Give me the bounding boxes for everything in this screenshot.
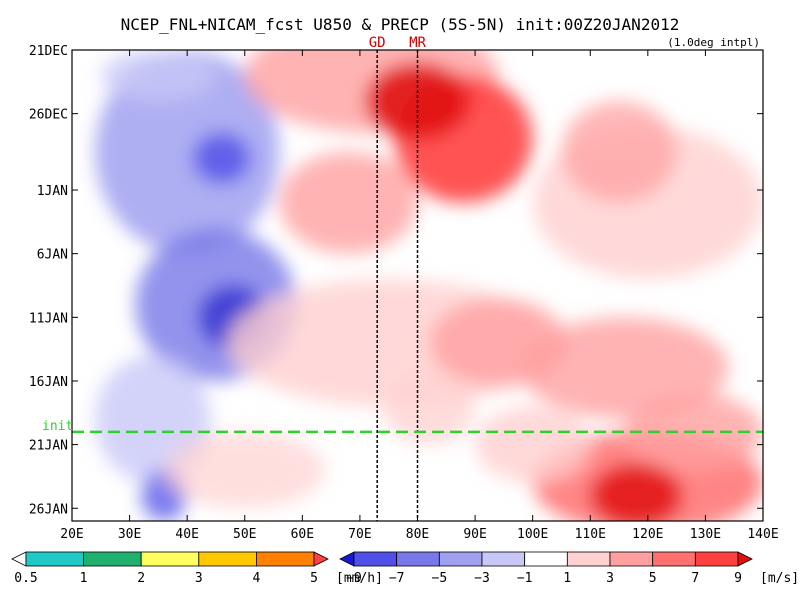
legend-arrow-right [313, 551, 329, 567]
overlays [72, 50, 763, 521]
legend-label: −1 [517, 571, 533, 586]
legend-label: 7 [691, 571, 699, 586]
legend-cell [438, 551, 483, 567]
legend-arrow-left [339, 551, 355, 567]
chart-title: NCEP_FNL+NICAM_fcst U850 & PRECP (5S-5N)… [121, 15, 680, 34]
x-tick-label: 60E [291, 527, 314, 542]
legend-cell [140, 551, 200, 567]
precip-legend: 0.5 1 2 3 4 5 [mm/h] [11, 551, 383, 586]
legend-label: 5 [310, 571, 318, 586]
y-axis: 21DEC 26DEC 1JAN 6JAN 11JAN 16JAN 21JAN 26JAN [29, 44, 763, 517]
x-tick-label: 120E [632, 527, 663, 542]
x-tick-label: 50E [233, 527, 256, 542]
wind-contour-patch [521, 317, 729, 420]
wind-shading [95, 50, 763, 521]
x-tick-label: 100E [517, 527, 548, 542]
legend-unit: [mm/h] [336, 571, 383, 586]
legend-label: 5 [649, 571, 657, 586]
y-tick-label: 6JAN [37, 248, 68, 263]
site-markers: GD MR [369, 35, 427, 51]
x-axis: 20E 30E 40E 50E 60E 70E 80E 90E 100E 110E 120E 130E… [60, 50, 779, 542]
legend-cell [694, 551, 739, 567]
site-label: MR [409, 35, 426, 51]
init-label: init [42, 419, 73, 434]
legend-arrow-right [737, 551, 753, 567]
legend-label: −9 [346, 571, 362, 586]
legend-unit: [m/s] [760, 571, 799, 586]
site-label: GD [369, 35, 386, 51]
wind-legend: −9 −7 −5 −3 −1 1 3 5 7 9 [m/s] [339, 551, 799, 586]
wind-contour-patch [100, 50, 216, 101]
legend-arrow-left [11, 551, 27, 567]
legend-label: 3 [195, 571, 203, 586]
x-tick-label: 70E [348, 527, 371, 542]
x-tick-label: 110E [575, 527, 606, 542]
legend-cell [353, 551, 398, 567]
legend-cell [198, 551, 257, 567]
legend-cell [524, 551, 568, 567]
legend-label: 1 [563, 571, 571, 586]
wind-contour-patch [95, 50, 280, 254]
legend-cell [25, 551, 84, 567]
y-tick-label: 11JAN [29, 311, 68, 326]
wind-contour-patch [475, 406, 591, 483]
legend-label: −5 [432, 571, 448, 586]
wind-contour-patch [590, 463, 683, 521]
legend-label: −3 [474, 571, 490, 586]
legend-cell [652, 551, 696, 567]
x-tick-label: 140E [747, 527, 778, 542]
x-tick-label: 130E [690, 527, 721, 542]
y-tick-label: 26JAN [29, 502, 68, 517]
legend-cell [83, 551, 142, 567]
x-tick-label: 20E [60, 527, 83, 542]
x-tick-label: 30E [118, 527, 141, 542]
wind-contour-patch [382, 368, 476, 445]
x-tick-label: 40E [175, 527, 198, 542]
legend-label: 9 [734, 571, 742, 586]
y-tick-label: 1JAN [37, 184, 68, 199]
legend-label: 1 [80, 571, 88, 586]
x-tick-label: 80E [406, 527, 429, 542]
legend-label: 3 [606, 571, 614, 586]
legend-cell [481, 551, 526, 567]
wind-contour-patch [561, 100, 677, 203]
legend-label: 2 [137, 571, 145, 586]
plot-area [71, 49, 764, 522]
legend-label: −7 [389, 571, 405, 586]
wind-contour-patch [164, 431, 326, 509]
legend-cell [566, 551, 611, 567]
x-tick-label: 90E [463, 527, 486, 542]
wind-contour-patch [192, 132, 251, 184]
y-tick-label: 26DEC [29, 108, 68, 123]
y-tick-label: 21DEC [29, 44, 68, 59]
legend-cell [255, 551, 315, 567]
y-tick-label: 21JAN [29, 439, 68, 454]
y-tick-label: 16JAN [29, 375, 68, 390]
wind-contour-patch [279, 151, 418, 254]
legend-cell [609, 551, 654, 567]
chart-subtitle: (1.0deg intpl) [667, 36, 760, 49]
legend-label: 0.5 [14, 571, 37, 586]
legend-cell [396, 551, 440, 567]
wind-field [95, 50, 763, 521]
legend-label: 4 [252, 571, 260, 586]
